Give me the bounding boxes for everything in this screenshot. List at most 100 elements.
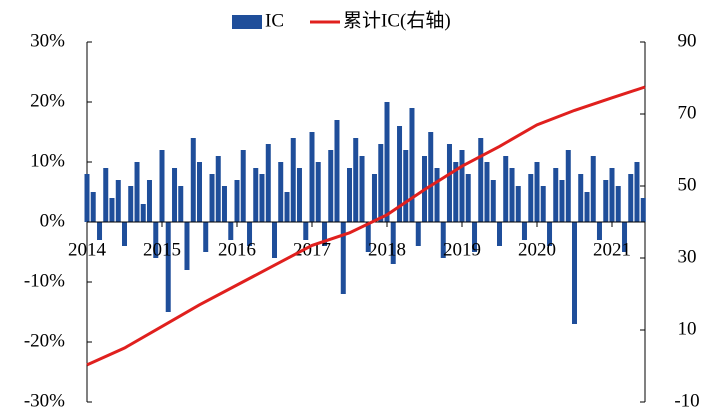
ic-bar [103, 168, 109, 222]
ic-bar [184, 222, 190, 270]
ic-bar [146, 180, 152, 222]
y-tick-label: -30% [24, 390, 65, 411]
ic-bar [322, 222, 328, 246]
ic-bar [572, 222, 577, 324]
ic-bar [328, 150, 334, 222]
x-tick-label: 2017 [293, 239, 331, 260]
ic-bar [272, 222, 277, 258]
ic-bar [247, 222, 253, 246]
ic-bar [259, 174, 265, 222]
ic-bar [84, 174, 90, 222]
ic-bar [97, 222, 103, 240]
ic-bar [165, 222, 171, 312]
ic-bar [497, 222, 502, 246]
cumulative-line [86, 85, 646, 367]
ic-bar [172, 168, 178, 222]
ic-bar [122, 222, 127, 246]
ic-bar [640, 198, 646, 222]
ic-bar [590, 156, 596, 222]
ic-bar [290, 138, 296, 222]
ic-bar [197, 162, 202, 222]
x-tick-label: 2014 [68, 239, 107, 260]
y2-tick-label: 70 [678, 102, 697, 123]
ic-bar [503, 156, 509, 222]
ic-bar [315, 162, 321, 222]
ic-bar [178, 186, 184, 222]
ic-bar [584, 192, 590, 222]
ic-bar [428, 132, 434, 222]
y2-tick-label: 10 [678, 318, 697, 339]
ic-bar [509, 168, 515, 222]
ic-bar [228, 222, 234, 240]
ic-bar [415, 222, 421, 246]
ic-bar [609, 168, 615, 222]
ic-bar [303, 222, 309, 240]
ic-bar [359, 156, 365, 222]
ic-bar [553, 168, 559, 222]
ic-bar [384, 102, 390, 222]
ic-bar [128, 186, 134, 222]
y-tick-label: 10% [30, 150, 65, 171]
ic-bar [409, 108, 415, 222]
x-tick-label: 2018 [368, 239, 406, 260]
y2-tick-label: -10 [674, 390, 699, 411]
x-tick-label: 2015 [143, 239, 181, 260]
ic-bar [634, 162, 640, 222]
ic-bar [397, 126, 403, 222]
ic-bar [365, 222, 371, 252]
ic-bar [109, 198, 115, 222]
x-tick-label: 2016 [218, 239, 256, 260]
ic-bar [90, 192, 96, 222]
legend-label: 累计IC(右轴) [343, 9, 451, 31]
ic-bar [540, 186, 546, 222]
ic-bar [534, 162, 540, 222]
ic-bar [215, 156, 221, 222]
y-tick-label: 30% [30, 30, 65, 51]
ic-bar [284, 192, 290, 222]
ic-bar [240, 150, 246, 222]
ic-bar [347, 168, 352, 222]
ic-bar [459, 150, 465, 222]
ic-bar [615, 186, 621, 222]
ic-bar [309, 132, 315, 222]
ic-bar [234, 180, 240, 222]
ic-bar [265, 144, 271, 222]
ic-bar [190, 138, 196, 222]
ic-bar [515, 186, 521, 222]
y2-tick-label: 50 [678, 174, 697, 195]
ic-bar [140, 204, 146, 222]
ic-bar [521, 222, 527, 240]
ic-bar [378, 144, 384, 222]
y-tick-label: -10% [24, 270, 65, 291]
ic-bar [603, 180, 609, 222]
ic-bar [559, 180, 565, 222]
ic-bar [390, 222, 396, 264]
ic-bar [434, 168, 440, 222]
x-tick-label: 2020 [518, 239, 556, 260]
ic-bar [578, 174, 584, 222]
ic-bar [334, 120, 340, 222]
ic-bar [472, 222, 478, 252]
ic-bar [622, 222, 628, 252]
x-tick-label: 2021 [593, 239, 631, 260]
ic-bar [278, 162, 284, 222]
ic-bar [134, 162, 140, 222]
ic-bar [490, 180, 496, 222]
ic-bar [446, 144, 452, 222]
ic-bar [453, 162, 459, 222]
ic-bar [628, 174, 634, 222]
x-tick-label: 2019 [443, 239, 481, 260]
ic-bar [528, 174, 534, 222]
ic-bar [153, 222, 159, 258]
ic-bar [547, 222, 553, 246]
ic-bar [596, 222, 602, 240]
y-tick-label: -20% [24, 330, 65, 351]
y-tick-label: 0% [40, 210, 66, 231]
ic-bar [203, 222, 209, 252]
ic-bar [403, 150, 409, 222]
ic-bar [296, 168, 302, 222]
ic-bar [221, 186, 227, 222]
ic-bar [159, 150, 165, 222]
ic-bar [253, 168, 259, 222]
